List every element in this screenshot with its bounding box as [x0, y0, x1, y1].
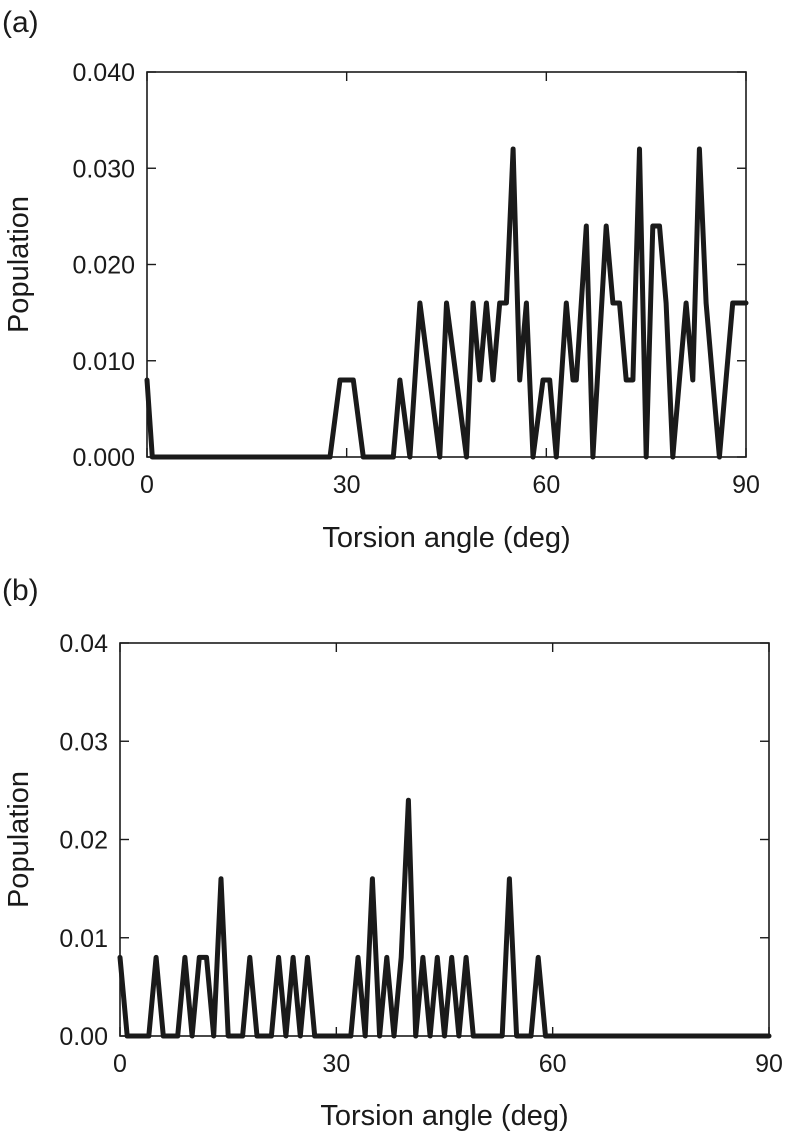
panel-label: (a) — [2, 6, 39, 39]
chart-panel-b: (b) 0.00 0.01 0.02 0.03 0.04 0 30 60 90 Torsion an… — [2, 574, 783, 1132]
y-tick-label: 0.000 — [72, 444, 135, 472]
x-tick-label: 0 — [113, 1050, 127, 1078]
y-tick-label: 0.00 — [59, 1023, 108, 1051]
y-axis-title: Population — [3, 196, 35, 333]
x-tick-label: 90 — [755, 1050, 783, 1078]
x-axis-title: Torsion angle (deg) — [322, 522, 570, 554]
y-tick-label: 0.02 — [59, 827, 108, 855]
series-points — [119, 800, 770, 1037]
x-tick-label: 60 — [532, 471, 560, 499]
y-tick-label: 0.040 — [72, 59, 135, 87]
plot-frame — [146, 71, 747, 458]
y-tick-label: 0.020 — [72, 252, 135, 280]
y-tick-label: 0.01 — [59, 925, 108, 953]
panel-label: (b) — [2, 574, 39, 607]
y-tick-label: 0.030 — [72, 155, 135, 183]
series-line — [117, 797, 772, 1039]
y-tick-label: 0.04 — [59, 630, 108, 658]
x-tick-label: 0 — [140, 471, 154, 499]
x-tick-label: 90 — [732, 471, 760, 499]
y-axis-title: Population — [3, 771, 35, 908]
series-points — [146, 148, 747, 458]
x-tick-label: 30 — [333, 471, 361, 499]
y-tick-label: 0.03 — [59, 728, 108, 756]
x-axis-title: Torsion angle (deg) — [320, 1100, 568, 1132]
x-tick-label: 60 — [539, 1050, 567, 1078]
y-tick-label: 0.010 — [72, 348, 135, 376]
chart-panel-a: (a) 0.000 0.010 0.020 0.030 0.040 0 30 60 90 Torsi… — [2, 6, 760, 554]
x-tick-label: 30 — [322, 1050, 350, 1078]
